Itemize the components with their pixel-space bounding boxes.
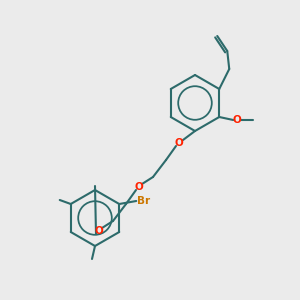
Text: O: O [175, 138, 183, 148]
Text: O: O [135, 182, 143, 192]
Text: Br: Br [137, 196, 150, 206]
Text: O: O [233, 115, 242, 125]
Text: O: O [94, 226, 103, 236]
